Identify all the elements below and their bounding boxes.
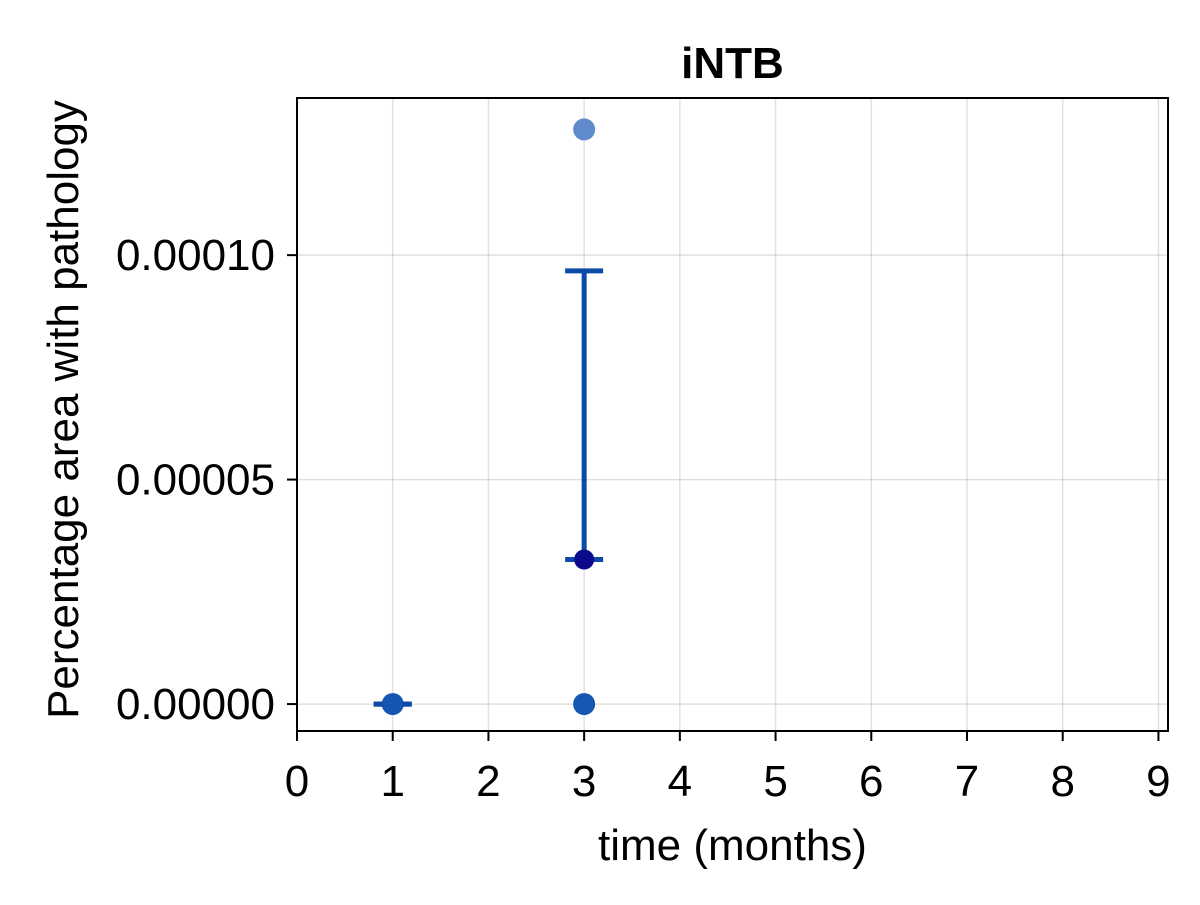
mean-marker bbox=[382, 694, 403, 715]
y-tick-label: 0.00005 bbox=[116, 456, 275, 505]
x-tick-label: 6 bbox=[859, 757, 883, 806]
x-tick-label: 4 bbox=[668, 757, 692, 806]
data-point bbox=[573, 118, 596, 141]
x-tick-label: 7 bbox=[955, 757, 979, 806]
x-tick-label: 2 bbox=[476, 757, 500, 806]
data-point bbox=[573, 693, 596, 716]
mean-marker bbox=[574, 549, 595, 570]
y-axis-label: Percentage area with pathology bbox=[39, 100, 88, 719]
x-tick-label: 3 bbox=[572, 757, 596, 806]
x-axis-label: time (months) bbox=[598, 821, 867, 870]
x-tick-label: 9 bbox=[1146, 757, 1170, 806]
x-tick-label: 8 bbox=[1050, 757, 1074, 806]
plot-frame bbox=[296, 97, 1169, 732]
x-tick-label: 5 bbox=[763, 757, 787, 806]
data-marks bbox=[373, 118, 604, 716]
chart-title: iNTB bbox=[681, 39, 784, 88]
x-tick-label: 1 bbox=[380, 757, 404, 806]
y-tick-label: 0.00010 bbox=[116, 231, 275, 280]
axes: 0 1 2 3 4 5 6 7 8 9 0.00000 0.00005 0.00010 bbox=[116, 231, 1171, 806]
grid bbox=[296, 98, 1168, 731]
y-tick-label: 0.00000 bbox=[116, 680, 275, 729]
x-tick-label: 0 bbox=[285, 757, 309, 806]
